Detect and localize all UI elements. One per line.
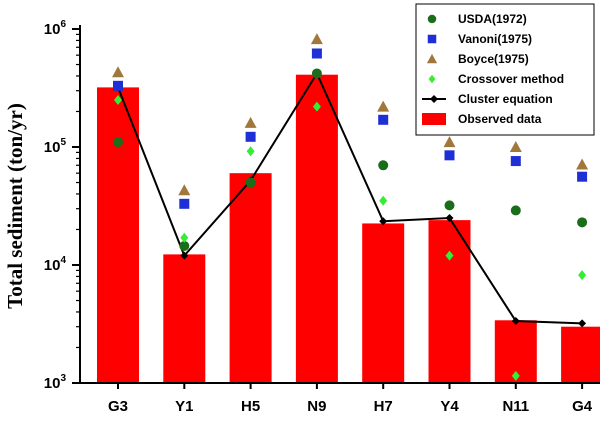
marker-square-n9 — [311, 48, 322, 59]
bar-y4 — [428, 220, 471, 383]
x-tick-label: H5 — [241, 398, 260, 415]
marker-circle-h5 — [245, 177, 256, 188]
y-tick-label: 103 — [44, 373, 67, 392]
cluster-point-y4 — [445, 214, 454, 223]
marker-square-h7 — [378, 114, 389, 125]
y-axis-label: Total sediment (ton/yr) — [3, 103, 27, 309]
x-tick-label: Y1 — [175, 398, 193, 415]
marker-diamond-n9 — [312, 101, 321, 112]
bar-g4 — [561, 326, 600, 383]
cluster-point-n11 — [511, 317, 520, 326]
legend-label-crossover-method: Crossover method — [458, 72, 564, 86]
bar-series-observed — [97, 74, 600, 384]
axes: 103 104 105 106 G3 Y1 H5 N9 H7 Y4 N11 G4 — [44, 19, 600, 415]
y-tick-label: 106 — [44, 19, 67, 38]
y-tick-label: 104 — [44, 255, 67, 274]
marker-triangle-n11 — [509, 141, 522, 152]
marker-diamond-n11 — [511, 370, 520, 381]
legend-swatch-triangle — [426, 53, 438, 64]
marker-circle-n11 — [510, 205, 521, 216]
marker-circle-y1 — [179, 240, 190, 251]
marker-circle-h7 — [378, 160, 389, 171]
cluster-point-g4 — [578, 319, 587, 328]
x-tick-label: N11 — [502, 398, 529, 415]
x-tick-label: G4 — [572, 398, 593, 415]
legend-swatch-diamond — [430, 95, 438, 103]
legend-swatch-square — [427, 34, 437, 44]
marker-square-y4 — [444, 150, 455, 161]
bar-g3 — [97, 87, 139, 383]
marker-triangle-y1 — [178, 184, 191, 196]
marker-triangle-g4 — [576, 158, 589, 170]
marker-square-h5 — [245, 131, 256, 142]
marker-circle-g4 — [577, 217, 588, 228]
bar-n9 — [295, 74, 338, 384]
x-tick-label: N9 — [307, 398, 326, 415]
marker-circle-y4 — [444, 200, 455, 211]
marker-diamond-h5 — [246, 146, 255, 157]
marker-diamond-y4 — [445, 250, 454, 261]
marker-triangle-h7 — [377, 100, 390, 112]
marker-triangle-n9 — [310, 33, 323, 45]
legend-label-cluster-equation: Cluster equation — [458, 92, 553, 106]
legend-swatch-diamond — [428, 74, 436, 84]
cluster-point-y1 — [180, 251, 189, 260]
legend-label-observed-data: Observed data — [458, 112, 542, 126]
marker-square-y1 — [179, 198, 190, 209]
marker-square-g4 — [577, 171, 588, 182]
bar-h5 — [229, 173, 272, 383]
legend-swatch-circle — [427, 14, 437, 24]
legend: USDA(1972) Vanoni(1975) Boyce(1975) Crossov… — [415, 3, 595, 136]
marker-circle-g3 — [113, 137, 123, 148]
y-tick-label: 105 — [44, 137, 67, 156]
legend-label-vanoni-1975: Vanoni(1975) — [458, 32, 532, 46]
marker-series — [112, 33, 589, 381]
marker-square-g3 — [113, 80, 123, 91]
cluster-line — [117, 71, 583, 325]
x-tick-label: H7 — [374, 398, 393, 415]
legend-label-usda-1972: USDA(1972) — [458, 12, 527, 26]
marker-diamond-g3 — [114, 95, 122, 106]
legend-label-boyce-1975: Boyce(1975) — [458, 52, 529, 66]
marker-diamond-y1 — [180, 232, 189, 243]
marker-square-n11 — [510, 156, 521, 167]
x-tick-label: Y4 — [440, 398, 459, 415]
bar-y1 — [163, 254, 206, 383]
x-tick-label: G3 — [108, 398, 128, 415]
marker-diamond-g4 — [578, 270, 587, 281]
bar-h7 — [362, 223, 405, 383]
marker-circle-n9 — [311, 68, 322, 79]
marker-triangle-g3 — [112, 66, 124, 78]
marker-triangle-y4 — [443, 136, 456, 148]
marker-diamond-h7 — [379, 195, 388, 206]
cluster-point-h7 — [379, 217, 388, 226]
legend-swatch-bar — [422, 113, 446, 125]
marker-triangle-h5 — [244, 116, 257, 128]
